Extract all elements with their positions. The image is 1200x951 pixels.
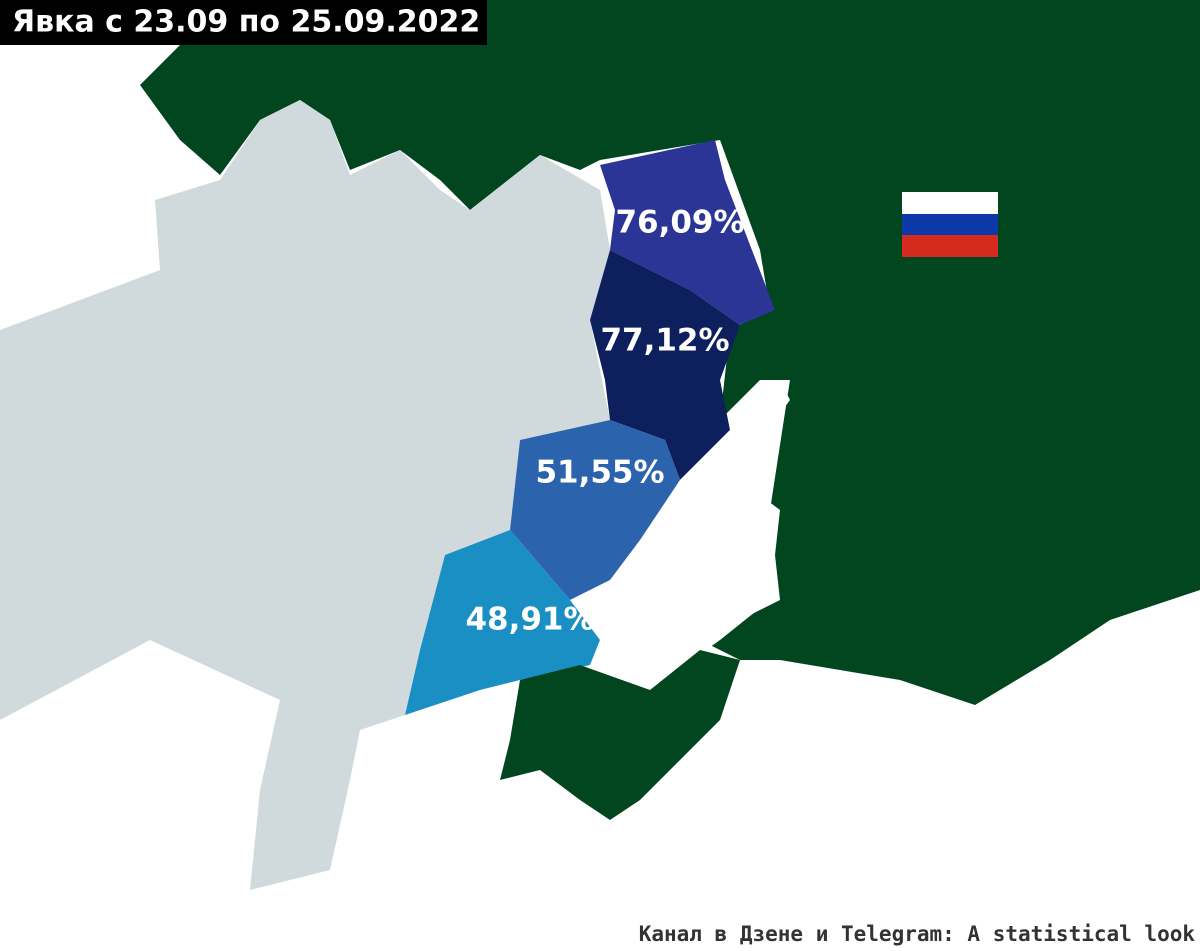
region-luhansk [600,140,775,325]
region-donetsk [590,250,740,480]
region-label: 76,09% [615,205,744,241]
russia-flag [902,192,998,257]
russia [140,0,1200,705]
crimea [500,650,740,820]
title: Явка с 23.09 по 25.09.2022 [12,5,480,40]
ukraine [0,100,610,890]
region-label: 51,55% [535,455,664,491]
title-box [0,0,487,45]
credit: Канал в Дзене и Telegram: A statistical … [639,922,1196,946]
region-zaporizhzhia [510,420,680,600]
region-kherson [405,530,600,715]
region-label: 48,91% [465,602,594,638]
sea-of-azov [600,380,790,690]
region-label: 77,12% [600,323,729,359]
